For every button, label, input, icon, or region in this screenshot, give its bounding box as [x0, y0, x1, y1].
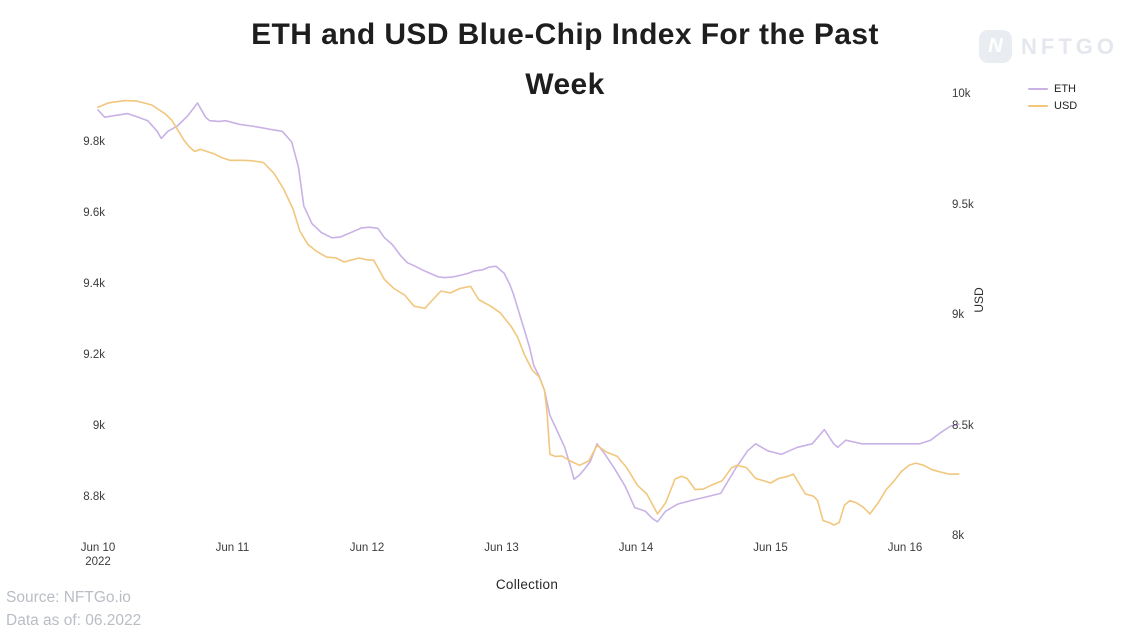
- x-axis-tick-jun-10: Jun 10: [80, 542, 116, 554]
- right-axis-tick-9k: 9k: [952, 309, 965, 321]
- legend-swatch-usd: [1028, 105, 1048, 107]
- left-axis-tick-9k: 9k: [92, 420, 105, 432]
- series-line-eth: [97, 102, 960, 523]
- legend-label-eth: ETH: [1054, 83, 1076, 95]
- x-axis-title: Collection: [495, 577, 559, 592]
- nftgo-logo-icon: N: [979, 30, 1012, 63]
- x-axis-tick-jun-14: Jun 14: [618, 542, 654, 554]
- right-axis-title: USD: [972, 287, 986, 313]
- legend: ETH USD: [1028, 82, 1077, 113]
- x-axis-tick-jun-12: Jun 12: [349, 542, 385, 554]
- legend-label-usd: USD: [1054, 100, 1078, 112]
- chart-title-line1: ETH and USD Blue-Chip Index For the Past: [251, 18, 879, 51]
- left-axis-tick-9.6k: 9.6k: [83, 207, 105, 219]
- series-line-usd: [97, 99, 960, 526]
- legend-swatch-eth: [1028, 88, 1048, 90]
- x-axis-tick-jun-16: Jun 16: [887, 542, 923, 554]
- right-axis-tick-10k: 10k: [952, 88, 971, 100]
- nftgo-logo-letter: N: [988, 35, 1003, 57]
- legend-item-eth: ETH: [1028, 82, 1077, 96]
- x-axis-tick-jun-15: Jun 15: [753, 542, 788, 554]
- chart-title-line2: Week: [525, 68, 605, 101]
- right-axis-tick-8.5k: 8.5k: [952, 419, 974, 432]
- x-axis-tick-jun-11: Jun 11: [215, 542, 250, 554]
- source-note: Source: NFTGo.io: [6, 589, 131, 606]
- left-axis-tick-9.8k: 9.8k: [83, 136, 105, 148]
- right-axis-tick-9.5k: 9.5k: [952, 198, 974, 211]
- right-axis-tick-8k: 8k: [952, 530, 965, 542]
- left-axis-tick-9.2k: 9.2k: [83, 349, 105, 361]
- chart-title: ETH and USD Blue-Chip Index For the Past…: [0, 10, 1130, 110]
- left-axis-tick-8.8k: 8.8k: [83, 491, 105, 503]
- nftgo-watermark: N NFTGO: [979, 30, 1118, 63]
- x-axis-tick-sublabel: 2022: [85, 556, 111, 568]
- footer-notes: Source: NFTGo.io Data as of: 06.2022: [6, 587, 141, 631]
- x-axis-tick-jun-13: Jun 13: [484, 542, 519, 554]
- legend-item-usd: USD: [1028, 99, 1077, 113]
- data-as-of-note: Data as of: 06.2022: [6, 611, 142, 629]
- left-axis-tick-9.4k: 9.4k: [83, 278, 105, 290]
- nftgo-brand-text: NFTGO: [1021, 33, 1118, 59]
